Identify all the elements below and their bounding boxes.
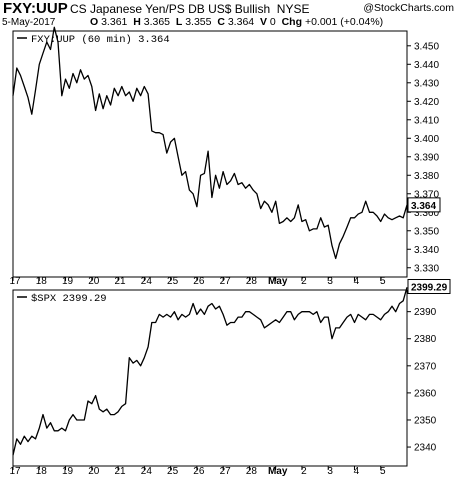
x-tick-label: 20 (88, 276, 100, 287)
x-tick-label: 28 (246, 466, 258, 477)
y-tick-label: 2360 (414, 388, 437, 399)
low-label: L (175, 16, 183, 28)
panel-2-last-value-label: 2399.29 (411, 283, 448, 294)
description-text: CS Japanese Yen/PS DB US$ Bullish (70, 2, 271, 16)
y-tick-label: 3.370 (414, 189, 439, 200)
panel-1-last-value-tag (407, 197, 441, 213)
x-tick-label: 17 (9, 466, 21, 477)
panel-2-frame (12, 289, 408, 467)
x-tick-label: 2 (301, 276, 307, 287)
volume-value: 0 (269, 16, 276, 28)
ohlc-readout: O 3.361 H 3.365 L 3.355 C 3.364 V 0 Chg … (90, 16, 383, 28)
x-tick-label: 3 (327, 276, 333, 287)
x-tick-label: 2 (301, 466, 307, 477)
chart-date: 5-May-2017 (2, 17, 56, 28)
x-tick-label: 5 (380, 466, 386, 477)
x-tick-label: 25 (167, 276, 179, 287)
low-value: 3.355 (185, 16, 212, 28)
x-tick-label: 24 (141, 466, 153, 477)
x-tick-label: 5 (380, 276, 386, 287)
x-tick-label: 4 (354, 466, 360, 477)
y-tick-label: 3.340 (414, 245, 439, 256)
y-tick-label: 2370 (414, 361, 437, 372)
chart-header: FXY:UUP CS Japanese Yen/PS DB US$ Bullis… (0, 0, 460, 30)
x-tick-label: 3 (327, 466, 333, 477)
panel-2-title: $SPX 2399.29 (31, 293, 107, 305)
high-label: H (133, 16, 141, 28)
panel-2-price-line (12, 287, 408, 456)
panel-1-last-value-label: 3.364 (411, 201, 436, 212)
x-tick-label: May (268, 466, 288, 477)
y-tick-label: 3.360 (414, 208, 439, 219)
y-tick-label: 2340 (414, 443, 437, 454)
panel-1-title: FXY:UUP (60 min) 3.364 (31, 34, 170, 46)
y-tick-label: 3.330 (414, 263, 439, 274)
close-label: C (217, 16, 225, 28)
x-tick-label: 26 (193, 466, 205, 477)
x-tick-label: 27 (220, 276, 232, 287)
y-tick-label: 2380 (414, 334, 437, 345)
x-tick-label: 18 (36, 276, 48, 287)
y-tick-label: 3.420 (414, 97, 439, 108)
open-value: 3.361 (101, 16, 128, 28)
y-tick-label: 3.440 (414, 60, 439, 71)
x-tick-label: 28 (246, 276, 258, 287)
x-tick-label: 21 (115, 466, 127, 477)
x-tick-label: 19 (62, 466, 74, 477)
y-tick-label: 3.380 (414, 171, 439, 182)
x-tick-label: 4 (354, 276, 360, 287)
x-tick-label: May (268, 276, 288, 287)
close-value: 3.364 (227, 16, 255, 28)
security-description: CS Japanese Yen/PS DB US$ Bullish NYSE (70, 2, 309, 16)
x-tick-label: 19 (62, 276, 74, 287)
y-tick-label: 3.400 (414, 134, 439, 145)
y-tick-label: 3.350 (414, 226, 439, 237)
panel-1-frame (12, 30, 408, 278)
x-tick-label: 26 (193, 276, 205, 287)
change-value: +0.001 (+0.04%) (304, 16, 384, 28)
y-tick-label: 3.410 (414, 115, 439, 126)
y-tick-label: 2350 (414, 415, 437, 426)
exchange-label: NYSE (276, 2, 310, 16)
panel-2-last-value-tag (407, 279, 451, 295)
x-tick-label: 27 (220, 466, 232, 477)
x-tick-label: 25 (167, 466, 179, 477)
x-tick-label: 24 (141, 276, 153, 287)
volume-label: V (259, 16, 267, 28)
x-tick-label: 17 (9, 276, 21, 287)
change-label: Chg (281, 16, 303, 28)
y-tick-label: 3.390 (414, 152, 439, 163)
y-tick-label: 2390 (414, 307, 437, 318)
stockcharts-watermark: @StockCharts.com (363, 2, 454, 14)
x-tick-label: 20 (88, 466, 100, 477)
panel-1-price-line (12, 26, 408, 260)
x-tick-label: 18 (36, 466, 48, 477)
x-tick-label: 21 (115, 276, 127, 287)
high-value: 3.365 (143, 16, 171, 28)
y-tick-label: 3.450 (414, 41, 439, 52)
ticker-symbol: FXY:UUP (3, 0, 68, 17)
open-label: O (90, 16, 99, 28)
y-tick-label: 3.430 (414, 78, 439, 89)
